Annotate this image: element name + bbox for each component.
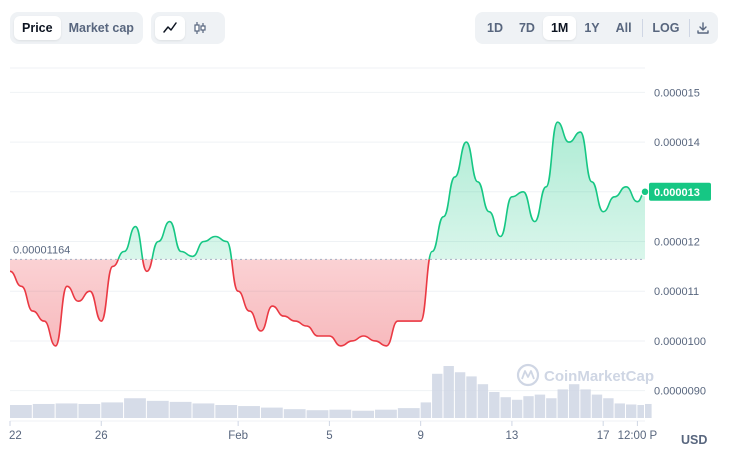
- toolbar-divider: [641, 19, 643, 37]
- volume-bar: [192, 403, 215, 418]
- current-price-badge: 0.000013: [649, 182, 711, 201]
- x-tick-label: 26: [95, 430, 108, 442]
- volume-bar: [375, 409, 397, 418]
- volume-bar: [489, 392, 500, 418]
- line-chart-icon: [163, 22, 177, 33]
- volume-bar: [283, 409, 306, 418]
- volume-bar: [146, 400, 169, 418]
- volume-bar: [500, 397, 511, 418]
- watermark: CoinMarketCap: [516, 363, 654, 387]
- volume-bar: [169, 401, 192, 418]
- y-tick-label: 0.000014: [654, 137, 700, 149]
- volume-bar: [55, 403, 78, 418]
- volume-bar: [432, 373, 443, 418]
- range-1y-button[interactable]: 1Y: [584, 21, 600, 35]
- x-tick-label: 13: [506, 430, 519, 442]
- volume-bar: [645, 403, 652, 418]
- y-tick-label: 0.000011: [654, 286, 699, 298]
- y-tick-label: 0.000012: [654, 237, 700, 249]
- current-price-dot: [640, 187, 650, 197]
- volume-bar: [397, 408, 420, 418]
- x-tick-label: 22: [9, 430, 22, 442]
- x-tick-label: 5: [326, 430, 332, 442]
- chart-type-toggle: [151, 12, 225, 44]
- volume-bar: [466, 376, 477, 418]
- volume-bar: [637, 405, 644, 418]
- x-tick-label: 17: [597, 430, 610, 442]
- x-tick-label: 9: [417, 430, 423, 442]
- volume-bar: [329, 409, 352, 418]
- volume-bar: [238, 406, 260, 418]
- volume-bar: [260, 407, 283, 418]
- x-tick-label: Feb: [228, 430, 248, 442]
- volume-bar: [614, 403, 625, 418]
- log-scale-button[interactable]: LOG: [652, 21, 680, 35]
- current-price-badge-bg: [649, 182, 711, 201]
- volume-bar: [32, 403, 55, 418]
- candlestick-chart-button[interactable]: [185, 16, 215, 40]
- watermark-text: CoinMarketCap: [544, 368, 654, 385]
- y-axis: 0.0000090 0.0000100 0.000011 0.000012 0.0000…: [654, 87, 706, 397]
- y-tick-label: 0.000015: [654, 87, 700, 99]
- tab-price[interactable]: Price: [14, 16, 61, 40]
- range-1d-button[interactable]: 1D: [487, 21, 503, 35]
- volume-bar: [215, 405, 238, 418]
- price-line-up: [117, 121, 646, 260]
- volume-bar: [625, 404, 637, 418]
- line-chart-button[interactable]: [155, 16, 185, 40]
- toolbar-divider: [689, 19, 691, 37]
- range-1m-button[interactable]: 1M: [542, 16, 577, 40]
- volume-bar: [603, 398, 614, 418]
- x-tick-label: 12:00 P: [618, 430, 658, 442]
- tab-market-cap[interactable]: Market cap: [68, 21, 134, 35]
- volume-bars: [10, 366, 652, 418]
- volume-bar: [352, 410, 375, 418]
- x-axis: 22 26 Feb 5 9 13 17 12:00 P: [9, 420, 658, 442]
- currency-label: USD: [681, 433, 708, 447]
- area-below-baseline: [10, 259, 430, 346]
- time-range-toggle: 1D 7D 1M 1Y All LOG: [475, 12, 718, 44]
- volume-bar: [580, 389, 591, 418]
- y-tick-label: 0.0000090: [654, 386, 706, 398]
- download-button[interactable]: [692, 16, 714, 40]
- volume-bar: [443, 366, 454, 418]
- y-tick-label: 0.0000100: [654, 336, 706, 348]
- volume-bar: [124, 398, 146, 418]
- metric-toggle: Price Market cap: [10, 12, 143, 44]
- range-7d-button[interactable]: 7D: [518, 21, 535, 35]
- volume-bar: [101, 402, 124, 418]
- volume-bar: [454, 372, 466, 418]
- area-above-baseline: [10, 122, 645, 260]
- volume-bar: [523, 396, 534, 418]
- volume-bar: [10, 405, 32, 418]
- price-line-down: [9, 259, 430, 347]
- range-all-button[interactable]: All: [615, 21, 632, 35]
- download-icon: [697, 22, 709, 34]
- volume-bar: [420, 402, 432, 418]
- volume-bar: [511, 399, 523, 418]
- volume-bar: [568, 384, 580, 418]
- coinmarketcap-logo-icon: [516, 363, 540, 387]
- volume-bar: [557, 389, 568, 418]
- volume-bar: [591, 394, 603, 418]
- volume-bar: [78, 403, 101, 418]
- volume-bar: [477, 384, 489, 418]
- volume-bar: [546, 398, 557, 418]
- current-price-label: 0.000013: [654, 187, 700, 199]
- candlestick-chart-icon: [194, 22, 206, 34]
- volume-bar: [534, 394, 546, 418]
- baseline-label: 0.00001164: [13, 244, 70, 256]
- volume-bar: [306, 410, 329, 418]
